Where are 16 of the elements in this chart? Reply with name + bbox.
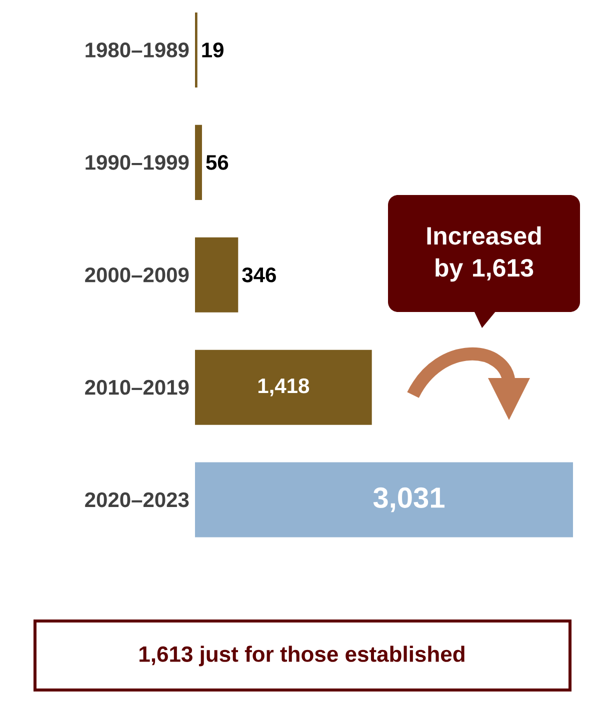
data-label: 19 — [202, 42, 224, 58]
bar — [195, 124, 202, 200]
data-label: 346 — [242, 267, 276, 282]
bar — [195, 350, 372, 425]
y-tick-label: 1990–1999 — [86, 155, 189, 170]
text: 1,613 just for those established — [140, 646, 464, 666]
bar — [195, 462, 574, 538]
y-tick-label: 2020–2023 — [85, 492, 189, 508]
data-label: 56 — [206, 155, 228, 170]
annotation: Increased by 1,613 — [427, 226, 541, 282]
y-tick-label: 1980–1989 — [86, 42, 189, 58]
bar — [195, 237, 238, 312]
data-label: 3,031 — [373, 487, 444, 512]
y-tick-label: 2000–2009 — [85, 267, 189, 282]
y-tick-label: 2010–2019 — [85, 380, 189, 395]
data-label: 1,418 — [258, 378, 310, 396]
